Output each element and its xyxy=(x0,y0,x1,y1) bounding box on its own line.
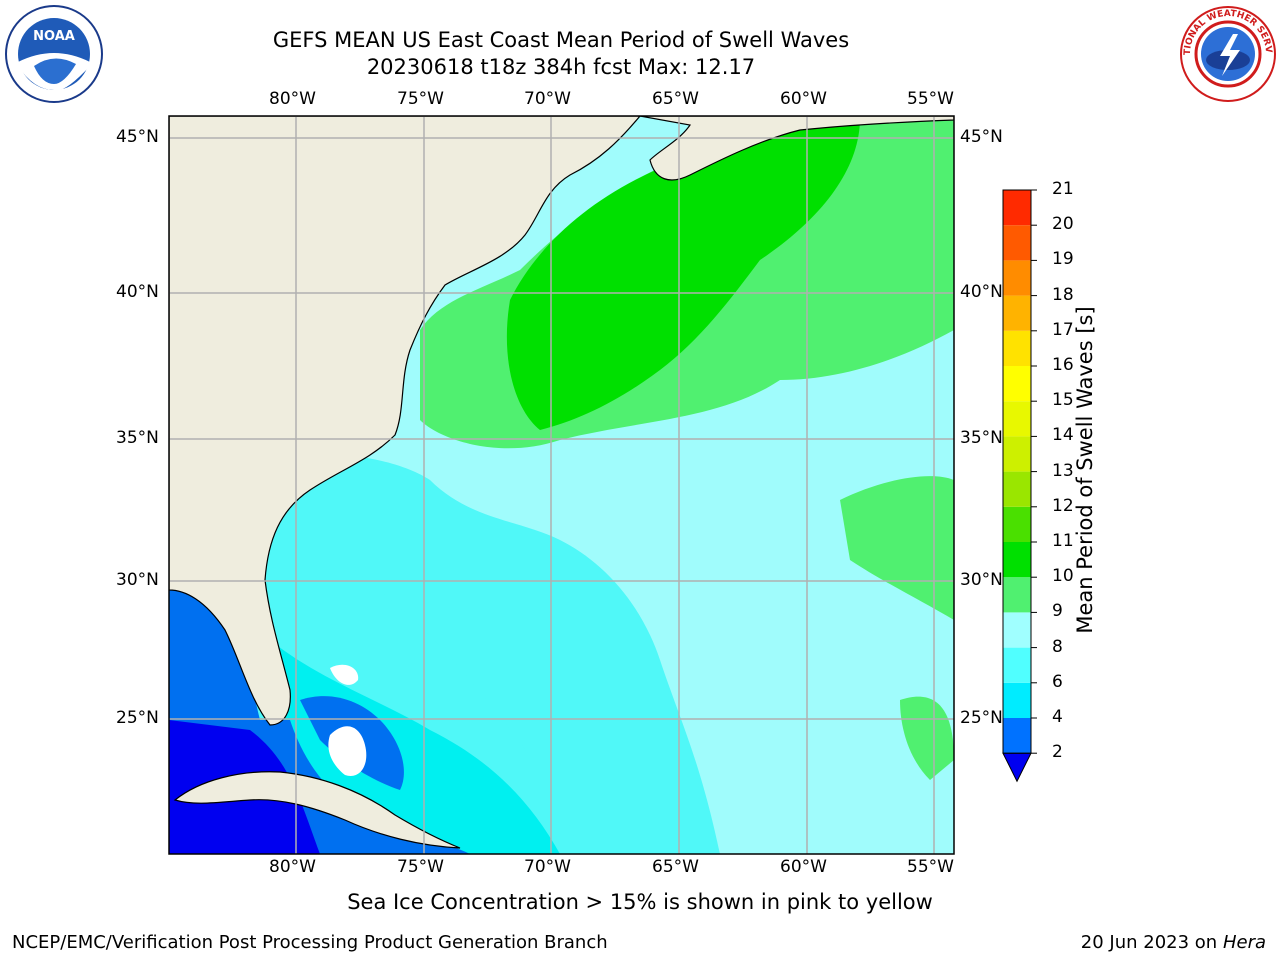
lon-label-bottom-65w: 65°W xyxy=(652,857,699,877)
sea-ice-note: Sea Ice Concentration > 15% is shown in … xyxy=(347,890,933,914)
colorbar-segment xyxy=(1003,506,1031,542)
colorbar-tick-label: 13 xyxy=(1052,460,1074,481)
colorbar-segment xyxy=(1003,401,1031,437)
lat-label-right-30n: 30°N xyxy=(960,570,1003,590)
colorbar-tick-label: 20 xyxy=(1052,214,1074,235)
colorbar-tick-label: 14 xyxy=(1052,425,1074,446)
map-frame xyxy=(168,115,955,855)
colorbar-segment xyxy=(1003,542,1031,578)
map-gridlines xyxy=(169,116,954,854)
colorbar-segment xyxy=(1003,260,1031,296)
colorbar-tick-labels: 2 4 6 8 9 10 11 12 13 14 15 16 17 18 19 20 21 xyxy=(1052,0,1092,960)
colorbar-tick-label: 19 xyxy=(1052,249,1074,270)
colorbar-tick-label: 8 xyxy=(1052,636,1063,657)
land-canada xyxy=(639,116,954,181)
colorbar-segment xyxy=(1003,436,1031,472)
colorbar-tick-label: 6 xyxy=(1052,671,1063,692)
colorbar-tick-label: 2 xyxy=(1052,742,1063,763)
nws-logo: NATIONAL WEATHER SERVICE xyxy=(1178,4,1276,102)
noaa-logo-text: NOAA xyxy=(33,29,75,44)
colorbar-tick-label: 11 xyxy=(1052,531,1074,551)
swell-zone-east-9-10s xyxy=(840,476,954,620)
lat-label-right-45n: 45°N xyxy=(960,127,1003,147)
colorbar-segment xyxy=(1003,471,1031,507)
bahamas-bank xyxy=(328,726,367,776)
lat-label-left-30n: 30°N xyxy=(116,570,159,590)
colorbar-segment xyxy=(1003,647,1031,683)
colorbar-segment xyxy=(1003,295,1031,331)
colorbar-segment xyxy=(1003,225,1031,261)
colorbar-tick-label: 16 xyxy=(1052,355,1074,375)
lon-label-bottom-55w: 55°W xyxy=(907,857,954,877)
colorbar-label: Mean Period of Swell Waves [s] xyxy=(1073,306,1097,634)
chart-title: GEFS MEAN US East Coast Mean Period of S… xyxy=(272,28,850,52)
lat-label-left-25n: 25°N xyxy=(116,708,159,728)
colorbar-segment xyxy=(1003,366,1031,402)
lon-label-top-70w: 70°W xyxy=(524,89,571,109)
machine-name: Hera xyxy=(1222,932,1266,953)
lon-label-bottom-80w: 80°W xyxy=(269,857,316,877)
credit-text: NCEP/EMC/Verification Post Processing Pr… xyxy=(12,932,608,953)
lat-label-right-40n: 40°N xyxy=(960,282,1003,302)
lat-label-left-35n: 35°N xyxy=(116,428,159,448)
colorbar-under-arrow xyxy=(1002,752,1032,783)
lon-label-bottom-60w: 60°W xyxy=(780,857,827,877)
lat-label-left-45n: 45°N xyxy=(116,127,159,147)
colorbar-segment xyxy=(1003,612,1031,648)
lat-label-right-35n: 35°N xyxy=(960,428,1003,448)
chart-subtitle: 20230618 t18z 384h fcst Max: 12.17 xyxy=(366,55,756,79)
lon-label-top-55w: 55°W xyxy=(907,89,954,109)
colorbar-segment xyxy=(1003,718,1031,754)
date-text: 20 Jun 2023 on xyxy=(1080,932,1218,953)
colorbar-tick-label: 18 xyxy=(1052,284,1074,305)
lon-label-top-65w: 65°W xyxy=(652,89,699,109)
land-us-east-coast xyxy=(169,116,641,726)
lat-label-right-25n: 25°N xyxy=(960,708,1003,728)
colorbar-tick-label: 15 xyxy=(1052,390,1074,411)
colorbar-tick-label: 12 xyxy=(1052,495,1074,516)
colorbar-segment xyxy=(1003,190,1031,226)
colorbar-segment xyxy=(1003,682,1031,718)
noaa-logo: NOAA xyxy=(5,5,103,103)
date-stamp: 20 Jun 2023 on Hera xyxy=(1081,932,1266,953)
colorbar-tick-label: 10 xyxy=(1052,566,1074,587)
lon-label-top-60w: 60°W xyxy=(780,89,827,109)
lon-label-top-80w: 80°W xyxy=(269,89,316,109)
lon-label-top-75w: 75°W xyxy=(397,89,444,109)
land-cuba xyxy=(173,771,461,849)
swell-zone-10-11s xyxy=(506,118,860,430)
lon-label-bottom-70w: 70°W xyxy=(524,857,571,877)
lat-label-left-40n: 40°N xyxy=(116,282,159,302)
colorbar xyxy=(1002,189,1037,783)
colorbar-tick-label: 21 xyxy=(1052,179,1074,199)
colorbar-tick-label: 4 xyxy=(1052,707,1063,727)
colorbar-segment xyxy=(1003,330,1031,366)
colorbar-tick-label: 17 xyxy=(1052,319,1074,340)
colorbar-tick-label: 9 xyxy=(1052,601,1063,622)
colorbar-segment xyxy=(1003,577,1031,613)
lon-label-bottom-75w: 75°W xyxy=(397,857,444,877)
